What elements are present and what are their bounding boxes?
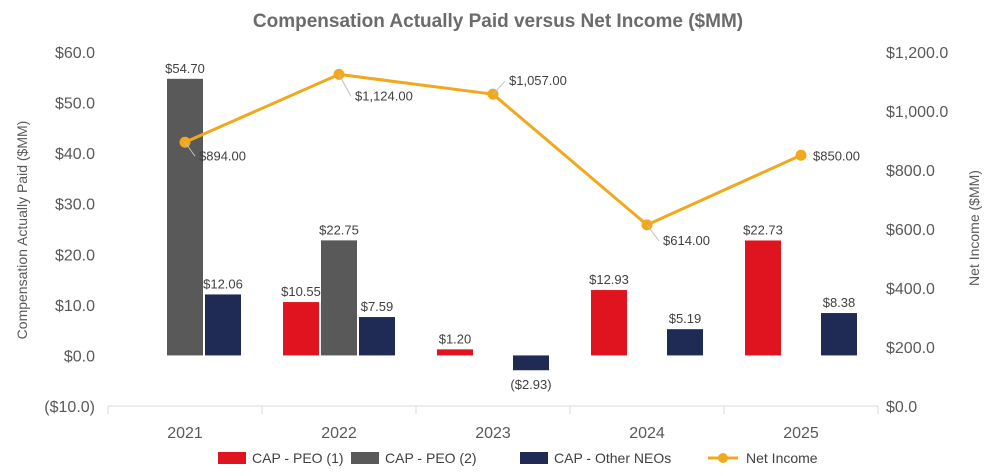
bar-data-label: $22.75	[319, 222, 359, 237]
bar	[321, 240, 357, 356]
y2-tick-label: $1,200.0	[886, 45, 948, 62]
y2-tick-label: $200.0	[886, 340, 935, 357]
bar-data-label: $5.19	[669, 311, 702, 326]
y2-axis-label: Net Income ($MM)	[966, 170, 982, 286]
bar	[437, 349, 473, 356]
y2-tick-label: $600.0	[886, 222, 935, 239]
line-data-label: $1,057.00	[509, 73, 567, 88]
y-tick-label: ($10.0)	[44, 399, 95, 416]
bar	[591, 290, 627, 356]
label-leader-line	[492, 80, 506, 95]
bar-data-label: ($2.93)	[510, 377, 551, 392]
bar	[513, 355, 549, 371]
bar-data-label: $7.59	[361, 299, 394, 314]
x-tick-label: 2024	[629, 425, 665, 442]
legend-entry: CAP - Other NEOs	[554, 450, 671, 466]
y2-tick-label: $1,000.0	[886, 104, 948, 121]
bar	[745, 240, 781, 356]
legend-entry: Net Income	[746, 450, 818, 466]
legend-swatch	[351, 452, 379, 464]
legend-swatch	[520, 452, 548, 464]
bar-data-label: $12.06	[203, 276, 243, 291]
label-leader-line	[184, 141, 196, 157]
x-tick-label: 2023	[475, 425, 511, 442]
y-tick-label: $20.0	[55, 247, 95, 264]
bar	[205, 294, 241, 356]
bar	[821, 313, 857, 356]
legend-swatch	[218, 452, 246, 464]
y2-tick-label: $0.0	[886, 399, 917, 416]
line-data-label: $894.00	[199, 148, 246, 163]
bar-data-label: $54.70	[165, 61, 205, 76]
legend-marker	[718, 453, 728, 463]
bar-data-label: $22.73	[743, 222, 783, 237]
x-tick-label: 2022	[321, 425, 357, 442]
y2-tick-label: $800.0	[886, 163, 935, 180]
bar	[283, 302, 319, 356]
label-leader-line	[646, 224, 660, 242]
line-data-label: $1,124.00	[355, 88, 413, 103]
y-tick-label: $0.0	[64, 348, 95, 365]
net-income-point	[795, 149, 807, 161]
line-data-label: $614.00	[663, 233, 710, 248]
bar-data-label: $1.20	[439, 331, 472, 346]
bar	[359, 317, 395, 356]
y-tick-label: $40.0	[55, 146, 95, 163]
y-tick-label: $60.0	[55, 45, 95, 62]
y-tick-label: $50.0	[55, 96, 95, 113]
label-leader-line	[338, 74, 352, 97]
line-data-label: $850.00	[813, 148, 860, 163]
x-tick-label: 2025	[783, 425, 819, 442]
legend-entry: CAP - PEO (2)	[385, 450, 477, 466]
x-tick-label: 2021	[167, 425, 203, 442]
y-tick-label: $10.0	[55, 298, 95, 315]
y-axis-label: Compensation Actually Paid ($MM)	[14, 121, 30, 340]
bar-data-label: $12.93	[589, 272, 629, 287]
legend-entry: CAP - PEO (1)	[252, 450, 344, 466]
chart-title: Compensation Actually Paid versus Net In…	[253, 11, 743, 32]
bar	[667, 329, 703, 356]
y-tick-label: $30.0	[55, 197, 95, 214]
bar	[167, 78, 203, 356]
y2-tick-label: $400.0	[886, 281, 935, 298]
bar-data-label: $8.38	[823, 295, 856, 310]
bar-data-label: $10.55	[281, 284, 321, 299]
